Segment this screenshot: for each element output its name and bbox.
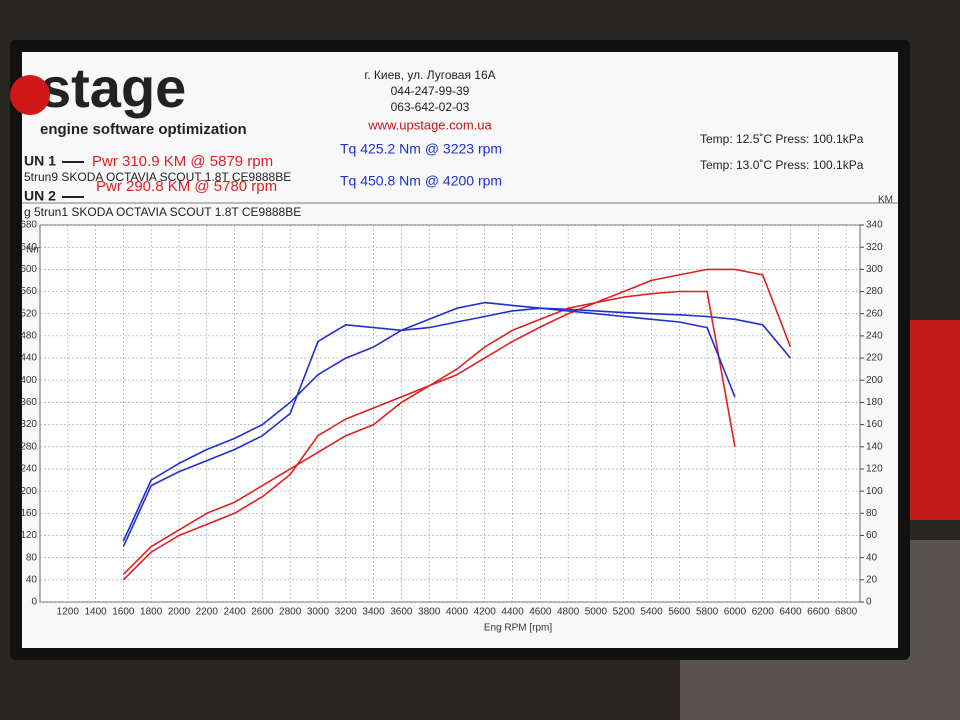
- conditions: Temp: 13.0˚C Press: 100.1kPa: [700, 158, 864, 172]
- x-tick-label: 1800: [140, 607, 163, 618]
- y-tick-label: 640: [20, 242, 37, 253]
- y-tick-label: 280: [20, 441, 37, 452]
- y2-tick-label: 20: [866, 574, 878, 585]
- y-tick-label: 560: [20, 286, 37, 297]
- y-tick-label: 80: [26, 552, 38, 563]
- y2-tick-label: 120: [866, 464, 883, 475]
- x-tick-label: 2200: [196, 607, 219, 618]
- y-tick-label: 320: [20, 419, 37, 430]
- y-tick-label: 40: [26, 574, 38, 585]
- y-tick-label: 680: [20, 220, 37, 231]
- x-tick-label: 3800: [418, 607, 441, 618]
- x-tick-label: 3600: [390, 607, 413, 618]
- run-desc: g 5trun1 SKODA OCTAVIA SCOUT 1.8T CE9888…: [24, 205, 301, 219]
- y-tick-label: 160: [20, 508, 37, 519]
- y2-tick-label: 240: [866, 331, 883, 342]
- y-tick-label: 400: [20, 375, 37, 386]
- run-desc: 5trun9 SKODA OCTAVIA SCOUT 1.8T CE9888BE: [24, 170, 291, 184]
- run-label: UN 1: [24, 153, 56, 169]
- x-tick-label: 6200: [752, 607, 775, 618]
- y2-tick-label: 60: [866, 530, 878, 541]
- y2-tick-label: 160: [866, 419, 883, 430]
- y2-tick-label: 180: [866, 397, 883, 408]
- plot-area: [39, 224, 861, 603]
- series-line: [122, 268, 792, 581]
- y2-tick-label: 100: [866, 486, 883, 497]
- x-tick-label: 6000: [724, 607, 747, 618]
- x-tick-label: 1400: [84, 607, 107, 618]
- x-tick-label: 4800: [557, 607, 580, 618]
- y-axis-label: Nm: [26, 245, 42, 256]
- x-tick-label: 2000: [168, 607, 191, 618]
- conditions: Temp: 12.5˚C Press: 100.1kPa: [700, 132, 864, 146]
- y2-tick-label: 140: [866, 441, 883, 452]
- legend-entry: Tq 425.2 Nm @ 3223 rpm: [340, 141, 502, 157]
- phone: 063-642-02-03: [391, 100, 470, 114]
- x-tick-label: 4200: [474, 607, 497, 618]
- series-line: [122, 301, 736, 542]
- x-tick-label: 4600: [529, 607, 552, 618]
- run-label: UN 2: [24, 188, 56, 204]
- logo-icon: [10, 75, 50, 115]
- y-tick-label: 240: [20, 464, 37, 475]
- y-tick-label: 200: [20, 486, 37, 497]
- x-tick-label: 2800: [279, 607, 302, 618]
- y2-tick-label: 0: [866, 597, 872, 608]
- address: г. Киев, ул. Луговая 16А: [364, 68, 495, 82]
- y2-tick-label: 280: [866, 286, 883, 297]
- logo: stage: [40, 56, 186, 119]
- y2-axis-label: KM: [878, 195, 893, 206]
- x-tick-label: 5200: [613, 607, 636, 618]
- x-tick-label: 5000: [585, 607, 608, 618]
- y2-tick-label: 340: [866, 220, 883, 231]
- series-line: [122, 307, 792, 547]
- y2-tick-label: 80: [866, 508, 878, 519]
- x-tick-label: 3000: [307, 607, 330, 618]
- y2-tick-label: 220: [866, 353, 883, 364]
- x-tick-label: 6400: [779, 607, 802, 618]
- y-tick-label: 520: [20, 308, 37, 319]
- x-tick-label: 3200: [335, 607, 358, 618]
- series-line: [122, 290, 736, 575]
- y-tick-label: 120: [20, 530, 37, 541]
- legend-entry: Pwr 290.8 KM @ 5780 rpm: [96, 178, 277, 195]
- x-tick-label: 4400: [501, 607, 524, 618]
- red-sign: [905, 320, 960, 520]
- phone: 044-247-99-39: [391, 84, 470, 98]
- x-tick-label: 1600: [112, 607, 135, 618]
- x-tick-label: 2600: [251, 607, 274, 618]
- x-tick-label: 3400: [362, 607, 385, 618]
- x-tick-label: 6600: [807, 607, 830, 618]
- y2-tick-label: 320: [866, 242, 883, 253]
- x-axis-label: Eng RPM [rpm]: [484, 623, 553, 634]
- x-tick-label: 6800: [835, 607, 858, 618]
- y-tick-label: 600: [20, 264, 37, 275]
- y2-tick-label: 300: [866, 264, 883, 275]
- y2-tick-label: 40: [866, 552, 878, 563]
- x-tick-label: 5800: [696, 607, 719, 618]
- y-tick-label: 480: [20, 331, 37, 342]
- legend-entry: Tq 450.8 Nm @ 4200 rpm: [340, 173, 502, 189]
- legend-entry: Pwr 310.9 KM @ 5879 rpm: [92, 153, 273, 170]
- y-tick-label: 0: [31, 597, 37, 608]
- y2-tick-label: 260: [866, 308, 883, 319]
- x-tick-label: 1200: [57, 607, 80, 618]
- y2-tick-label: 200: [866, 375, 883, 386]
- x-tick-label: 2400: [223, 607, 246, 618]
- y-tick-label: 440: [20, 353, 37, 364]
- x-tick-label: 5400: [640, 607, 663, 618]
- x-tick-label: 4000: [446, 607, 469, 618]
- x-tick-label: 5600: [668, 607, 691, 618]
- y-tick-label: 360: [20, 397, 37, 408]
- website: www.upstage.com.ua: [367, 117, 492, 132]
- tagline: engine software optimization: [40, 121, 247, 138]
